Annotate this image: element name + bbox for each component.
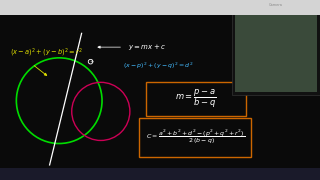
Text: $(x-a)^2+(y-b)^2=r^2$: $(x-a)^2+(y-b)^2=r^2$ bbox=[10, 47, 83, 59]
Text: $y=mx+c$: $y=mx+c$ bbox=[128, 42, 166, 52]
Circle shape bbox=[88, 59, 93, 64]
Bar bbox=[0, 168, 320, 180]
Bar bbox=[235, 3, 317, 92]
Text: Camera: Camera bbox=[269, 3, 283, 7]
Text: $m = \dfrac{p-a}{b-q}$: $m = \dfrac{p-a}{b-q}$ bbox=[175, 88, 217, 111]
Bar bbox=[139, 118, 251, 157]
Text: +: + bbox=[89, 59, 93, 64]
Bar bbox=[0, 0, 320, 15]
Bar bbox=[146, 82, 246, 116]
Bar bbox=[232, 0, 320, 95]
Text: $(x-p)^2+(y-q)^2=d^2$: $(x-p)^2+(y-q)^2=d^2$ bbox=[123, 60, 194, 71]
Text: $C=\dfrac{a^2+b^2+d^2-(p^2+q^2+r^2)}{2\,(b-q)}$: $C=\dfrac{a^2+b^2+d^2-(p^2+q^2+r^2)}{2\,… bbox=[146, 129, 245, 146]
